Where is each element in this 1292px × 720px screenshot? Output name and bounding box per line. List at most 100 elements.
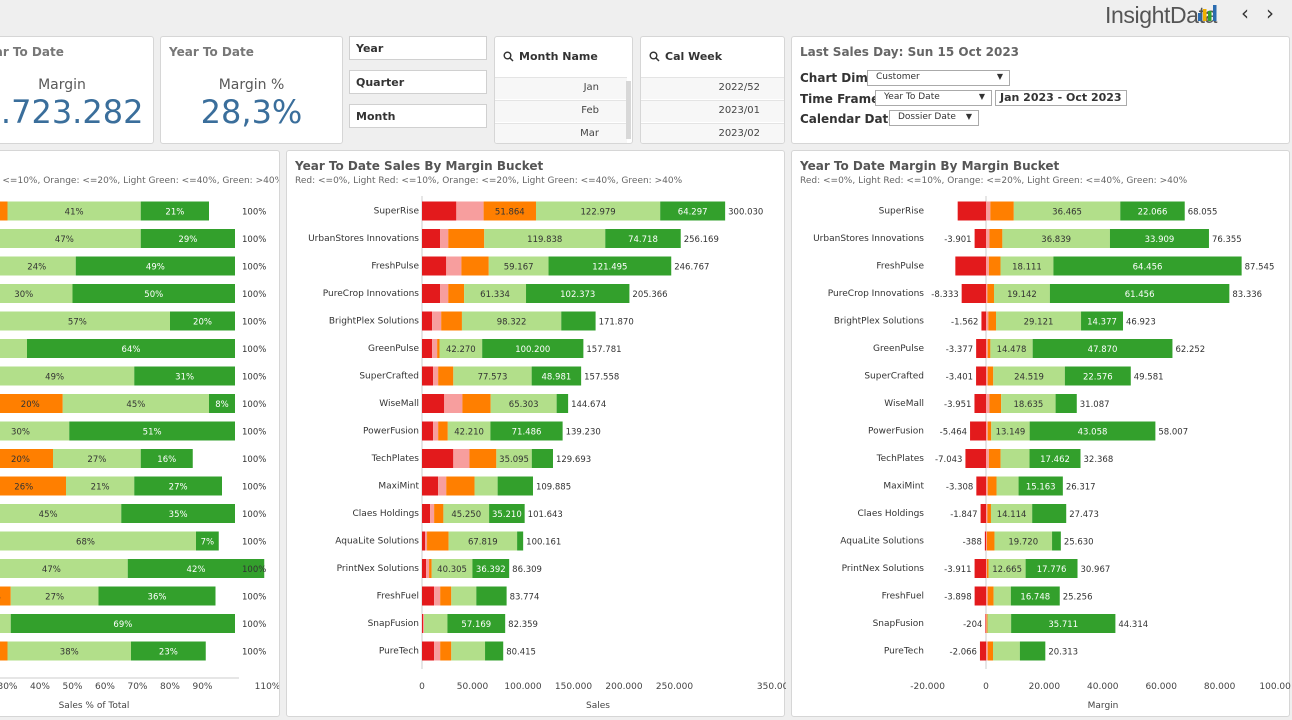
total-label: 26.317 — [1066, 483, 1096, 493]
bar-segment — [7, 641, 131, 661]
bar-segment — [440, 284, 449, 303]
filter-quarter[interactable]: Quarter — [349, 70, 487, 94]
negative-label: -204 — [963, 620, 982, 630]
chart-subtitle: Red: <=0%, Light Red: <=10%, Orange: <=2… — [0, 176, 279, 186]
bar-segment — [0, 421, 70, 441]
bar-segment — [986, 449, 989, 468]
bar-segment — [127, 559, 265, 578]
bar-segment — [990, 504, 1033, 523]
x-tick-label: 40.000 — [1087, 682, 1119, 692]
chart-subtitle: Red: <=0%, Light Red: <=10%, Orange: <=2… — [295, 176, 683, 186]
data-label: 21% — [165, 208, 184, 218]
calendar-date-dropdown[interactable]: Dossier Date ▼ — [889, 110, 979, 126]
data-label: 42.210 — [454, 428, 484, 438]
bar-segment — [957, 201, 986, 221]
week-listbox[interactable]: Cal Week 2022/52 2023/01 2023/02 — [640, 36, 785, 144]
search-icon[interactable] — [649, 51, 660, 62]
data-label: 68% — [76, 538, 95, 548]
bar-segment — [1029, 421, 1156, 441]
total-label: 46.923 — [1126, 318, 1156, 328]
bar-segment — [483, 201, 536, 221]
category-label: SuperCrafted — [359, 372, 419, 382]
time-frame-dropdown[interactable]: Year To Date ▼ — [875, 90, 992, 106]
filter-year[interactable]: Year — [349, 36, 487, 60]
bar-segment — [7, 201, 141, 221]
chart-dim-dropdown[interactable]: Customer ▼ — [867, 70, 1010, 86]
bar-segment — [988, 449, 1001, 468]
data-label: 23% — [159, 648, 178, 658]
x-axis-title: Sales % of Total — [59, 701, 130, 711]
total-label: 76.355 — [1212, 235, 1242, 245]
kpi-label: Margin % — [218, 77, 285, 93]
category-label: Claes Holdings — [858, 509, 925, 519]
bar-segment — [1029, 449, 1081, 468]
bar-segment — [461, 311, 562, 331]
x-tick-label: 110% — [255, 682, 280, 692]
bar-segment — [970, 421, 986, 441]
bar-segment — [517, 531, 524, 551]
filter-month[interactable]: Month — [349, 104, 487, 128]
bar-segment — [490, 394, 557, 413]
category-label: PureCrop Innovations — [828, 289, 925, 299]
total-label: 139.230 — [566, 428, 601, 438]
data-label: 98.322 — [497, 318, 527, 328]
bar-segment — [1049, 284, 1230, 303]
total-label: 300.030 — [728, 208, 763, 218]
negative-label: -1.562 — [951, 318, 978, 328]
bar-segment — [976, 339, 986, 358]
data-label: 13.149 — [996, 428, 1026, 438]
bar-segment — [1120, 201, 1185, 221]
search-icon[interactable] — [503, 51, 514, 62]
total-label: 129.693 — [556, 455, 591, 465]
bar-segment — [987, 586, 994, 606]
x-tick-label: 70% — [127, 682, 147, 692]
bar-segment — [991, 421, 1030, 441]
calendar-date-label: Calendar Date: — [800, 112, 902, 126]
bar-segment — [0, 476, 66, 496]
total-label: 83.774 — [510, 593, 540, 603]
bar-segment — [451, 586, 477, 606]
list-item[interactable]: 2022/52 — [641, 77, 784, 99]
bar-segment — [462, 394, 491, 413]
bar-segment — [10, 586, 99, 606]
list-item[interactable]: Mar — [495, 123, 627, 143]
data-label: 20% — [21, 400, 40, 410]
next-sheet-button[interactable]: › — [1266, 1, 1274, 25]
data-label: 12.665 — [992, 565, 1022, 575]
list-item[interactable]: 2023/02 — [641, 123, 784, 143]
bar-segment — [1000, 449, 1030, 468]
bar-segment — [422, 394, 445, 413]
bar-segment — [434, 586, 441, 606]
list-item[interactable]: Feb — [495, 100, 627, 122]
list-item[interactable]: 2023/01 — [641, 100, 784, 122]
bar-segment — [986, 284, 988, 303]
bar-segment — [988, 311, 997, 331]
month-listbox[interactable]: Month Name Jan Feb Mar — [494, 36, 633, 144]
x-tick-label: -20.000 — [910, 682, 945, 692]
month-scrollbar[interactable] — [626, 81, 631, 139]
bar-segment — [423, 614, 425, 633]
x-tick-label: 80% — [160, 682, 180, 692]
data-label: 33.909 — [1145, 235, 1175, 245]
bar-segment — [1001, 394, 1056, 413]
bar-segment — [485, 641, 504, 661]
bar-segment — [447, 421, 491, 441]
list-item[interactable]: Jan — [495, 77, 627, 99]
bar-segment — [489, 504, 525, 523]
logo-bars-icon — [1198, 5, 1217, 21]
chart-sales[interactable]: 0 50.000 100.000 150.000 200.000 250.000 350.0… — [287, 151, 786, 718]
bar-segment — [989, 229, 1003, 248]
bar-segment — [66, 476, 135, 496]
total-label: 30.967 — [1081, 565, 1111, 575]
chart-sales-pct[interactable]: 30% 40% 50% 60% 70% 80% 90% 110% Sales % of Tota… — [0, 151, 280, 717]
data-label: 30% — [11, 428, 30, 438]
total-label: 246.767 — [674, 263, 709, 273]
bar-segment — [0, 641, 8, 661]
data-label: 47% — [55, 235, 74, 245]
prev-sheet-button[interactable]: ‹ — [1241, 1, 1249, 25]
total-label: 20.313 — [1048, 648, 1078, 658]
bar-segment — [434, 504, 444, 523]
chart-margin[interactable]: -20.000 0 20.000 40.000 60.000 80.000 100.000 M… — [792, 151, 1291, 718]
negative-label: -1.847 — [950, 510, 977, 520]
bar-segment — [439, 339, 483, 358]
